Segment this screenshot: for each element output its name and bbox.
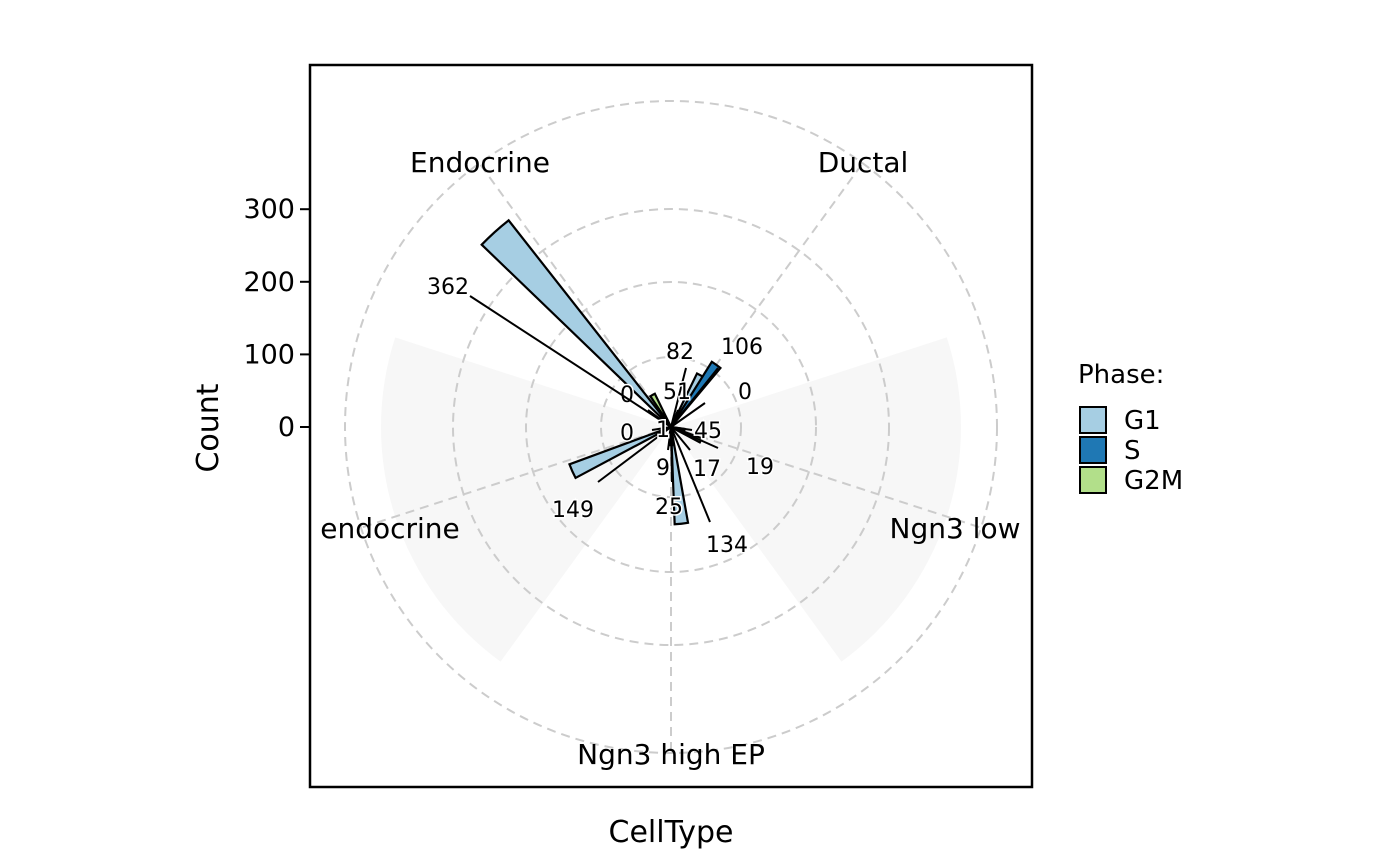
data-label: 1 xyxy=(656,418,670,443)
grid-spoke xyxy=(478,162,672,428)
leader-line xyxy=(670,402,706,428)
bar-g2m xyxy=(648,392,672,428)
y-axis: 0 100 200 300 xyxy=(243,194,310,443)
legend-swatch-g1 xyxy=(1079,406,1107,434)
grid-spoke xyxy=(360,426,672,529)
grid-circle xyxy=(452,208,890,646)
y-tick-label: 200 xyxy=(243,267,295,298)
grid-circle xyxy=(344,100,998,754)
bar-g1 xyxy=(480,218,672,428)
category-label: Endocrine xyxy=(410,146,550,179)
y-tick-label: 0 xyxy=(278,412,295,443)
data-label: 149 xyxy=(552,498,594,523)
y-tick-label: 100 xyxy=(243,339,295,370)
data-label: 0 xyxy=(620,421,634,446)
leader-line xyxy=(667,426,672,451)
leader-line xyxy=(670,426,691,451)
leader-line xyxy=(469,295,672,428)
data-label: 362 xyxy=(427,275,469,300)
leader-line xyxy=(670,426,711,523)
data-label: 17 xyxy=(693,457,721,482)
leader-line xyxy=(670,367,687,428)
data-label: 134 xyxy=(706,533,748,558)
grid-circle xyxy=(600,356,742,498)
leader-line xyxy=(670,367,719,428)
x-axis-title: CellType xyxy=(609,815,734,850)
data-label: 51 xyxy=(663,380,691,405)
data-label: 9 xyxy=(656,456,670,481)
bar-g1 xyxy=(568,425,672,480)
leader-line xyxy=(670,426,693,431)
leader-line xyxy=(670,426,719,449)
category-label: Ngn3 high EP xyxy=(577,738,765,771)
data-label: 19 xyxy=(746,455,774,480)
y-tick-label: 300 xyxy=(243,194,295,225)
category-label: endocrine xyxy=(320,512,460,545)
legend-label: G2M xyxy=(1124,466,1183,496)
legend-swatch-g2m xyxy=(1079,466,1107,494)
polar-grid xyxy=(344,100,998,754)
legend-label: G1 xyxy=(1124,406,1161,436)
data-label: 0 xyxy=(738,380,752,405)
category-label: Ductal xyxy=(818,146,909,179)
data-label: 25 xyxy=(655,495,683,520)
y-axis-title: Count xyxy=(191,383,226,472)
legend-swatch-s xyxy=(1079,436,1107,464)
leader-line xyxy=(670,409,679,428)
legend-title: Phase: xyxy=(1078,360,1164,390)
category-label: Ngn3 low xyxy=(890,512,1021,545)
grid-spoke xyxy=(670,426,982,529)
grid-spoke xyxy=(670,162,864,428)
leader-line xyxy=(662,426,672,430)
data-label: 106 xyxy=(721,335,763,360)
leader-line xyxy=(597,426,672,483)
data-label: 45 xyxy=(694,419,722,444)
leader-line xyxy=(670,426,673,483)
category-labels: Ductal Ngn3 low Ngn3 high EP endocrine Endoc… xyxy=(320,146,1020,771)
grid-circle xyxy=(525,281,817,573)
legend-label: S xyxy=(1124,436,1141,466)
background-sector xyxy=(671,337,961,662)
data-label: 82 xyxy=(666,340,694,365)
